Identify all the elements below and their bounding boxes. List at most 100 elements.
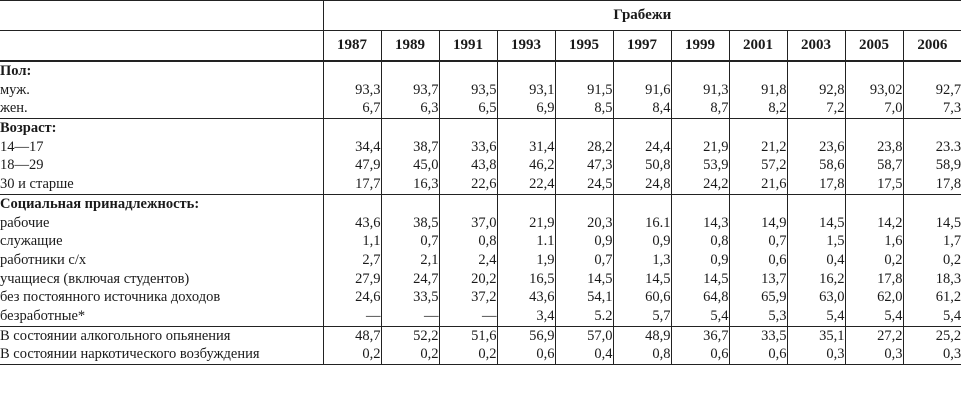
year-header: 1993: [496, 30, 555, 62]
value-cell: 53,9: [703, 157, 729, 174]
value-cell: 0,9: [594, 233, 613, 250]
value-column: 57,0 0,4: [554, 326, 613, 365]
value-column: 34,4 47,9 17,7: [322, 118, 381, 195]
spacer: [498, 62, 555, 81]
value-column: 23.3 58,9 17,8: [902, 118, 962, 195]
value-cell: 33,5: [413, 289, 439, 306]
value-cell: 21,2: [761, 138, 787, 155]
spacer: [498, 119, 555, 138]
value-cell: 27,9: [355, 270, 381, 287]
section-labels: Социальная принадлежность: рабочие служащи…: [0, 194, 323, 326]
value-column: 27,2 0,3: [844, 326, 903, 365]
value-cell: 24,7: [413, 270, 439, 287]
value-cell: 27,2: [877, 327, 903, 344]
value-column: 93,7 6,3: [380, 61, 439, 119]
value-cell: 0,6: [536, 346, 555, 363]
year-header: 2006: [902, 30, 962, 62]
section-header: Пол:: [0, 63, 32, 79]
row-label: жен.: [0, 100, 28, 117]
value-cell: 21,9: [529, 214, 555, 231]
value-cell: 8,4: [652, 100, 671, 117]
spacer: [440, 119, 497, 138]
value-cell: 5.2: [594, 307, 613, 324]
value-column: 28,2 47,3 24,5: [554, 118, 613, 195]
value-column: 21,9 53,9 24,2: [670, 118, 729, 195]
value-cell: 3,4: [536, 307, 555, 324]
corner-cell-lower: [0, 30, 323, 62]
spacer: [904, 195, 962, 214]
value-cell: 8,2: [768, 100, 787, 117]
value-cell: 1.1: [536, 233, 555, 250]
value-cell: 93,5: [471, 81, 497, 98]
table-section: Пол: муж. жен. 93,3 6,7 93,7 6,3 93,5 6,5 93,1 6,9…: [0, 61, 962, 119]
value-cell: 16,5: [529, 270, 555, 287]
spacer: [846, 119, 903, 138]
value-cell: 91,3: [703, 81, 729, 98]
spacer: [556, 195, 613, 214]
value-cell: 34,4: [355, 138, 381, 155]
value-cell: 2,7: [362, 251, 381, 268]
value-cell: 24,4: [645, 138, 671, 155]
spacer: [382, 62, 439, 81]
spacer: [904, 119, 962, 138]
year-header: 2003: [786, 30, 845, 62]
section-labels: Возраст: 14—17 18—29 30 и старше: [0, 119, 323, 195]
value-cell: 14,5: [935, 214, 962, 231]
row-label: учащиеся (включая студентов): [0, 270, 190, 287]
value-cell: 5,4: [710, 307, 729, 324]
section-labels: Пол: муж. жен.: [0, 61, 323, 119]
value-cell: 57,0: [587, 327, 613, 344]
value-cell: 64,8: [703, 289, 729, 306]
value-cell: 0,2: [362, 346, 381, 363]
table-section: Социальная принадлежность: рабочие служащи…: [0, 194, 962, 327]
value-cell: 24,2: [703, 176, 729, 193]
table-section: В состоянии алкогольного опьянения В сост…: [0, 326, 962, 365]
value-cell: 43,8: [471, 157, 497, 174]
value-cell: 62,0: [877, 289, 903, 306]
spacer: [556, 119, 613, 138]
spacer: [614, 62, 671, 81]
value-column: 23,8 58,7 17,5: [844, 118, 903, 195]
spacer: [788, 62, 845, 81]
value-cell: 17,8: [877, 270, 903, 287]
value-cell: 0,8: [478, 233, 497, 250]
spacer: [846, 62, 903, 81]
value-cell: 38,7: [413, 138, 439, 155]
value-cell: 0,2: [884, 251, 903, 268]
spacer: [382, 119, 439, 138]
value-cell: 17,8: [935, 176, 962, 193]
value-cell: 93,1: [529, 81, 555, 98]
year-header: 2001: [728, 30, 787, 62]
value-column: 23,6 58,6 17,8: [786, 118, 845, 195]
value-cell: 17,7: [355, 176, 381, 193]
value-column: 52,2 0,2: [380, 326, 439, 365]
value-cell: 23.3: [935, 138, 962, 155]
value-cell: 14,2: [877, 214, 903, 231]
value-cell: 8,7: [710, 100, 729, 117]
spacer: [788, 119, 845, 138]
value-cell: 2,4: [478, 251, 497, 268]
corner-cell: [0, 0, 323, 31]
value-column: 37,0 0,8 2,4 20,2 37,2—: [438, 194, 497, 327]
spacer: [614, 195, 671, 214]
value-column: 91,6 8,4: [612, 61, 671, 119]
spacer: [730, 119, 787, 138]
year-header: 1989: [380, 30, 439, 62]
value-cell: —: [366, 307, 381, 324]
value-cell: 37,2: [471, 289, 497, 306]
year-header: 1997: [612, 30, 671, 62]
value-cell: 6,3: [420, 100, 439, 117]
row-label: 18—29: [0, 157, 44, 174]
value-cell: 7,0: [884, 100, 903, 117]
value-cell: 0,8: [652, 346, 671, 363]
value-cell: 33,6: [471, 138, 497, 155]
value-cell: 14,3: [703, 214, 729, 231]
value-cell: 14,5: [645, 270, 671, 287]
spacer: [730, 62, 787, 81]
value-cell: 51,6: [471, 327, 497, 344]
value-cell: 52,2: [413, 327, 439, 344]
value-column: 21,2 57,2 21,6: [728, 118, 787, 195]
value-column: 93,5 6,5: [438, 61, 497, 119]
value-column: 14,5 1,5 0,4 16,2 63,0 5,4: [786, 194, 845, 327]
value-cell: 45,0: [413, 157, 439, 174]
